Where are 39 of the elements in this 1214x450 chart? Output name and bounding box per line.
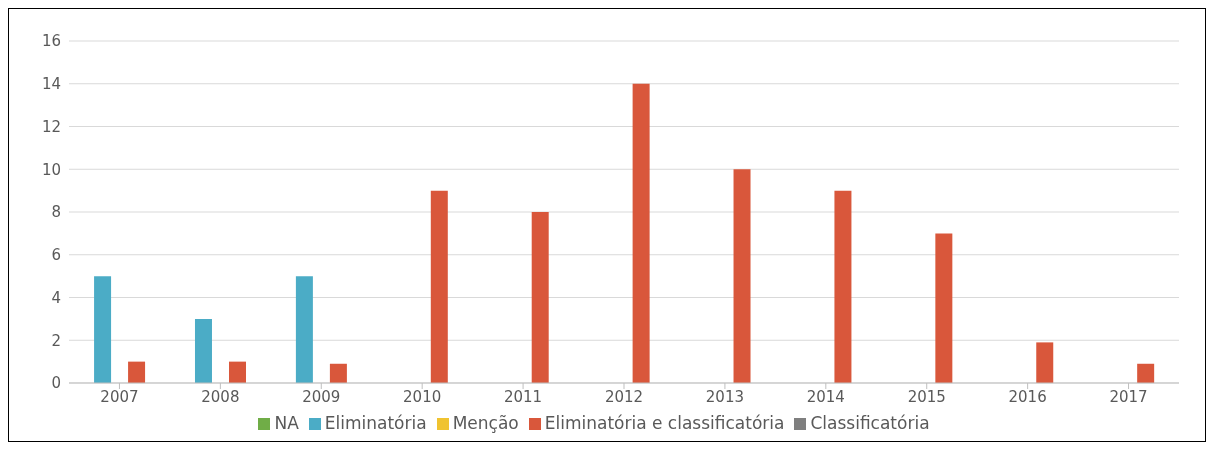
legend-label: Classificatória <box>810 413 930 433</box>
bar <box>194 318 212 383</box>
bar <box>935 233 953 383</box>
x-tick-label: 2014 <box>806 387 845 406</box>
y-tick-label: 14 <box>41 75 61 94</box>
y-tick-label: 4 <box>51 288 61 307</box>
y-tick-label: 6 <box>51 246 61 265</box>
x-tick-label: 2010 <box>403 387 442 406</box>
y-tick-label: 12 <box>41 117 61 136</box>
bar <box>632 83 650 383</box>
bar <box>295 276 313 383</box>
x-tick-label: 2013 <box>705 387 744 406</box>
x-tick-label: 2008 <box>201 387 240 406</box>
bar <box>94 276 112 383</box>
y-tick-label: 2 <box>51 331 61 350</box>
legend-label: Menção <box>452 413 519 433</box>
bar <box>1036 342 1054 383</box>
bar <box>228 361 246 383</box>
bar <box>329 363 347 383</box>
x-tick-label: 2007 <box>100 387 139 406</box>
x-tick-label: 2011 <box>504 387 543 406</box>
x-tick-label: 2015 <box>907 387 946 406</box>
x-tick-label: 2016 <box>1008 387 1047 406</box>
y-tick-label: 16 <box>41 32 61 51</box>
x-tick-label: 2009 <box>302 387 341 406</box>
y-tick-label: 8 <box>51 203 61 222</box>
bar <box>1137 363 1155 383</box>
legend-label: NA <box>274 413 299 433</box>
bar <box>430 190 448 383</box>
bar <box>733 169 751 383</box>
bar <box>531 212 549 383</box>
y-tick-label: 0 <box>51 374 61 393</box>
y-tick-label: 10 <box>41 160 61 179</box>
legend-label: Eliminatória <box>324 413 427 433</box>
legend-label: Eliminatória e classificatória <box>544 413 785 433</box>
x-tick-label: 2017 <box>1109 387 1148 406</box>
x-tick-label: 2012 <box>604 387 644 406</box>
bar <box>834 190 852 383</box>
bar <box>128 361 146 383</box>
